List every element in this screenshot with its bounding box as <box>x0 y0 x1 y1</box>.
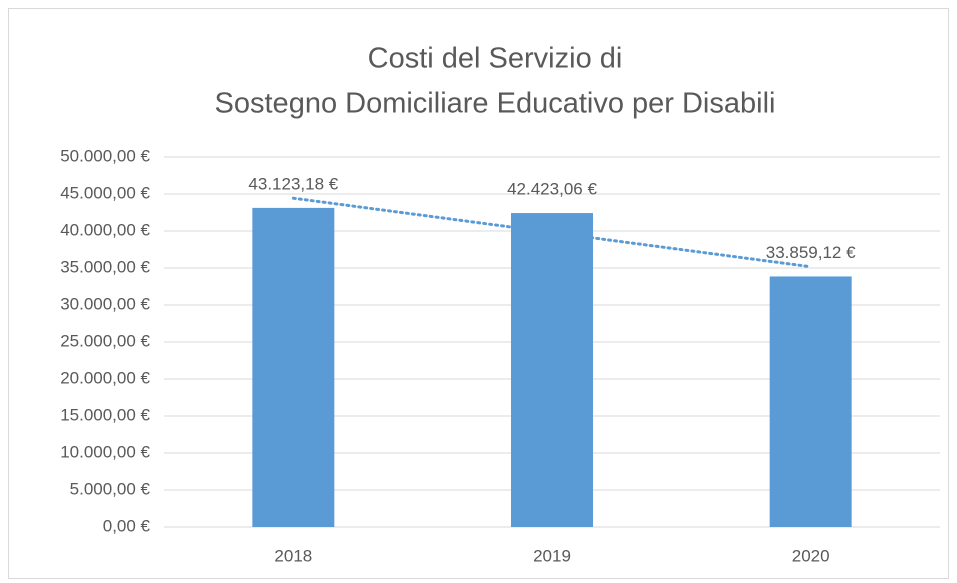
y-tick-label: 50.000,00 € <box>60 146 150 165</box>
y-tick-label: 30.000,00 € <box>60 294 150 313</box>
bar <box>252 207 335 527</box>
y-tick-label: 45.000,00 € <box>60 183 150 202</box>
y-tick-label: 5.000,00 € <box>70 479 151 498</box>
chart-title: Costi del Servizio di <box>368 43 623 75</box>
y-tick-label: 40.000,00 € <box>60 220 150 239</box>
y-tick-label: 10.000,00 € <box>60 442 150 461</box>
chart-title: Sostegno Domiciliare Educativo per Disab… <box>215 88 776 120</box>
x-tick-label: 2020 <box>792 546 830 565</box>
bar <box>769 276 852 527</box>
y-tick-label: 20.000,00 € <box>60 368 150 387</box>
x-tick-label: 2019 <box>533 546 571 565</box>
y-tick-label: 35.000,00 € <box>60 257 150 276</box>
bar <box>511 213 593 528</box>
x-tick-label: 2018 <box>274 546 312 565</box>
y-tick-label: 25.000,00 € <box>60 331 150 350</box>
data-label: 42.423,06 € <box>507 180 597 199</box>
y-tick-label: 0,00 € <box>103 516 151 535</box>
y-tick-label: 15.000,00 € <box>60 405 150 424</box>
data-label: 43.123,18 € <box>248 174 338 193</box>
data-label: 33.859,12 € <box>766 243 856 262</box>
trendline <box>291 196 813 269</box>
